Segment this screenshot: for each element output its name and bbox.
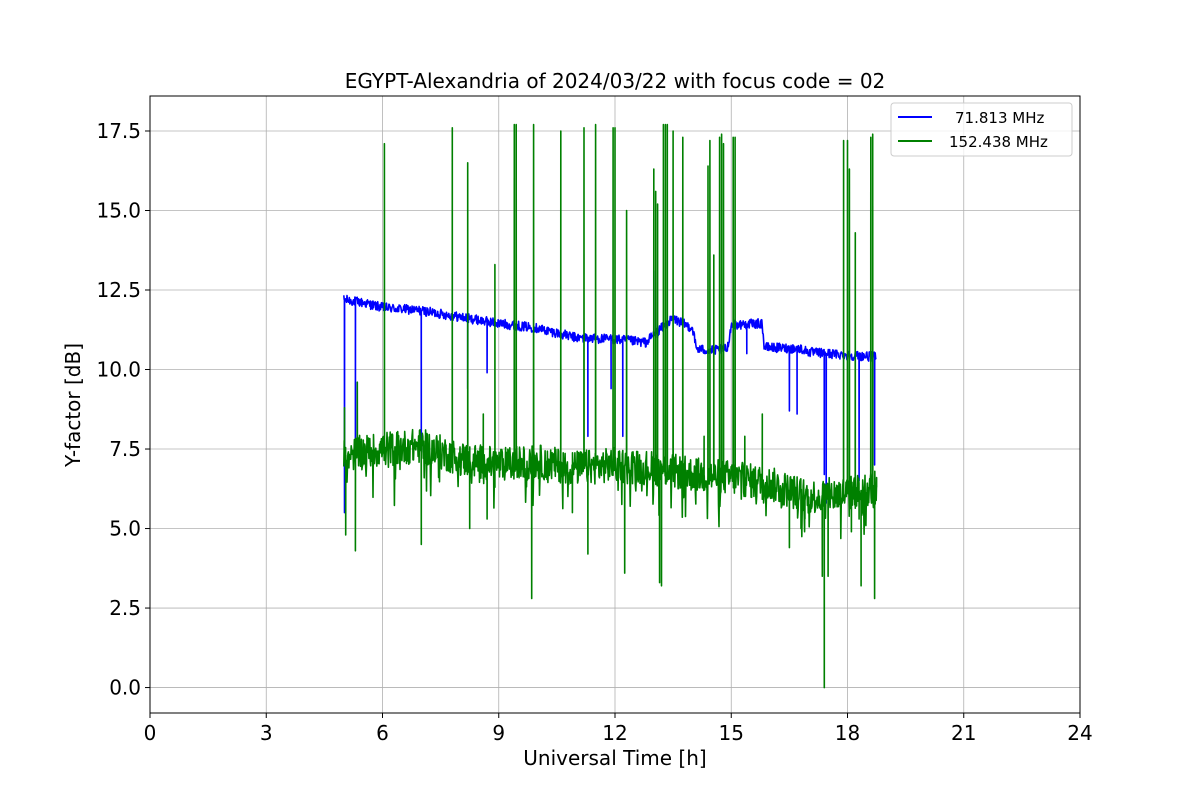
y-tick-label: 15.0 [96,198,141,222]
x-axis-label: Universal Time [h] [523,746,706,770]
x-tick-label: 12 [602,721,627,745]
y-tick-label: 5.0 [109,517,141,541]
legend-label-1: 71.813 MHz [955,109,1044,127]
x-tick-label: 0 [144,721,157,745]
legend-box [890,102,1073,157]
x-tick-label: 18 [835,721,860,745]
series-line-1 [343,270,877,514]
y-tick-label: 2.5 [109,596,141,620]
legend-label-2: 152.438 MHz [949,133,1048,151]
y-tick-label: 7.5 [109,437,141,461]
y-tick-label: 17.5 [96,119,141,143]
y-tick-label: 12.5 [96,278,141,302]
legend: 71.813 MHz 152.438 MHz [890,102,1073,157]
y-tick-label: 0.0 [109,676,141,700]
chart-title: EGYPT-Alexandria of 2024/03/22 with focu… [345,69,886,93]
series-line-2 [343,123,878,689]
series-layer [343,123,878,689]
x-axis-ticks: 0 3 6 9 12 15 18 21 24 [144,713,1093,745]
x-tick-label: 6 [376,721,389,745]
x-tick-label: 21 [951,721,976,745]
y-tick-label: 10.0 [96,358,141,382]
x-tick-label: 24 [1067,721,1092,745]
y-axis-ticks: 0.0 2.5 5.0 7.5 10.0 12.5 15.0 17.5 [96,119,150,700]
x-tick-label: 9 [492,721,505,745]
x-tick-label: 3 [260,721,273,745]
y-axis-label: Y-factor [dB] [61,343,85,468]
x-tick-label: 15 [719,721,744,745]
